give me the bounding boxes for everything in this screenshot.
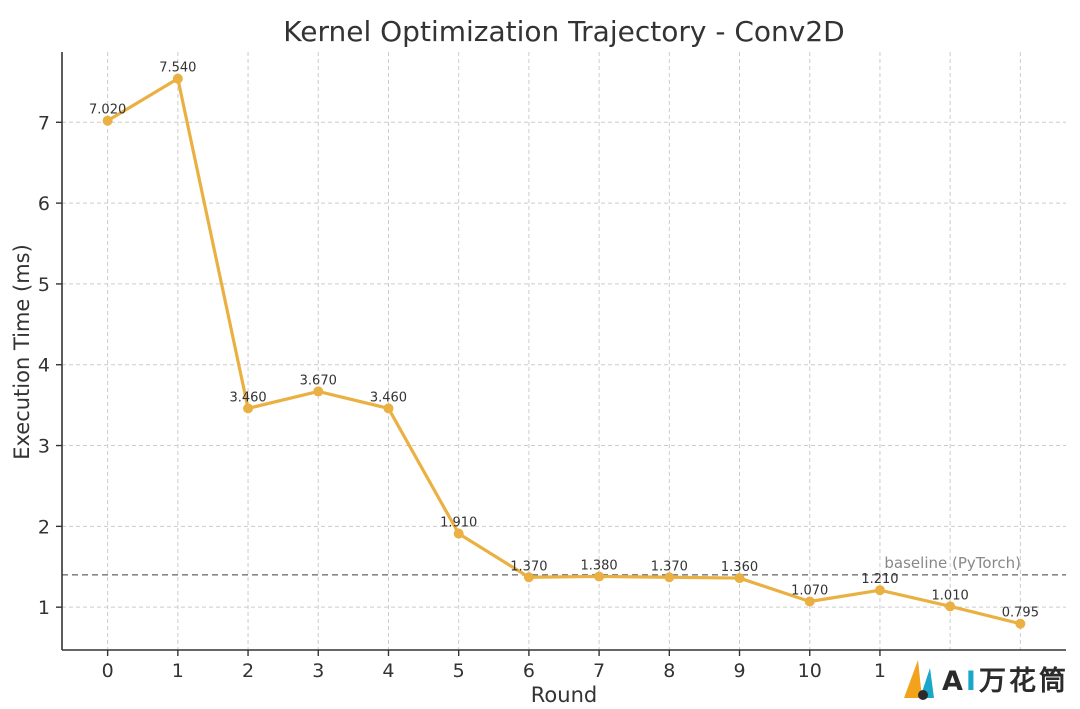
grid — [62, 52, 1066, 650]
data-point — [523, 572, 534, 583]
x-tick-label: 1 — [172, 660, 184, 682]
data-label: 1.380 — [580, 558, 617, 573]
watermark-char: I — [966, 666, 979, 697]
x-tick-label: 6 — [523, 660, 535, 682]
data-label: 3.460 — [229, 390, 266, 405]
data-point — [874, 585, 885, 596]
baseline-group: baseline (PyTorch) — [62, 554, 1066, 576]
y-tick-label: 7 — [38, 112, 50, 134]
x-tick-label: 4 — [382, 660, 394, 682]
watermark-char: 万 — [979, 666, 1009, 697]
data-point — [453, 528, 464, 539]
data-label: 1.370 — [651, 559, 688, 574]
data-point — [804, 596, 815, 607]
y-tick-label: 5 — [38, 274, 50, 296]
watermark-char: 筒 — [1039, 665, 1069, 697]
data-point — [734, 573, 745, 584]
axes — [61, 52, 1066, 651]
data-label: 1.010 — [932, 588, 969, 603]
x-tick-label: 7 — [593, 660, 605, 682]
data-point — [243, 403, 254, 414]
data-label: 1.910 — [440, 516, 477, 531]
watermark-dot-icon — [918, 690, 928, 700]
x-tick-label: 3 — [312, 660, 324, 682]
data-point — [945, 601, 956, 612]
data-labels: 7.020 7.540 3.460 3.670 3.460 1.910 1.370 1.380… — [89, 61, 1039, 621]
x-axis-label: Round — [531, 683, 597, 707]
y-tick-label: 1 — [38, 597, 50, 619]
data-point — [313, 386, 324, 397]
data-label: 3.460 — [370, 390, 407, 405]
y-tick-label: 6 — [38, 193, 50, 215]
watermark-char: 花 — [1009, 666, 1039, 697]
x-tick-label: 5 — [453, 660, 465, 682]
watermark-char: A — [942, 666, 966, 697]
baseline-label: baseline (PyTorch) — [884, 554, 1021, 572]
data-label: 0.795 — [1002, 606, 1039, 621]
series-line — [106, 77, 1021, 626]
watermark-sail-orange-icon — [904, 660, 922, 698]
x-tick-label: 10 — [798, 660, 822, 682]
data-point — [102, 115, 113, 126]
data-point — [594, 571, 605, 582]
data-label: 1.360 — [721, 560, 758, 575]
data-point — [383, 403, 394, 414]
data-label: 7.540 — [159, 61, 196, 76]
data-label: 1.370 — [510, 559, 547, 574]
data-point — [172, 73, 183, 84]
series — [102, 73, 1026, 629]
data-label: 7.020 — [89, 103, 126, 118]
y-tick-label: 4 — [38, 355, 50, 377]
data-label: 1.210 — [861, 572, 898, 587]
data-label: 1.070 — [791, 584, 828, 599]
y-tick-label: 3 — [38, 436, 50, 458]
watermark-text: AI万花筒 — [942, 665, 1069, 697]
x-tick-label: 2 — [242, 660, 254, 682]
y-axis-label: Execution Time (ms) — [10, 244, 34, 460]
data-label: 3.670 — [300, 373, 337, 388]
x-tick-label: 9 — [733, 660, 745, 682]
x-tick-label: 1 — [874, 660, 886, 682]
data-point — [1015, 618, 1026, 629]
chart-title: Kernel Optimization Trajectory - Conv2D — [283, 15, 844, 48]
data-point — [664, 572, 675, 583]
x-tick-label: 0 — [102, 660, 114, 682]
watermark-logo: AI万花筒 — [904, 660, 1069, 700]
y-tick-label: 2 — [38, 516, 50, 538]
x-tick-label: 8 — [663, 660, 675, 682]
